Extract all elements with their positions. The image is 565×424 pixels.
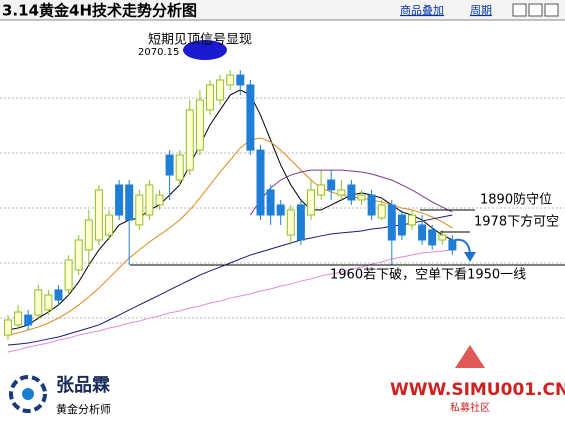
watermark: WWW.SIMU001.CN 私募社区 [390, 345, 565, 414]
candle-body [125, 184, 134, 221]
candle-body [54, 289, 63, 301]
candle-body [4, 319, 12, 336]
candle-body [24, 314, 33, 326]
nav-button[interactable] [528, 3, 543, 17]
candle-body [296, 204, 305, 241]
candle-body [377, 204, 386, 219]
ma-line [7, 214, 453, 346]
candle-body [175, 154, 184, 181]
logo: 张品霖 黄金分析师 [9, 375, 111, 416]
logo-name: 张品霖 [56, 375, 110, 396]
candle-body [256, 149, 265, 216]
candle-body [448, 239, 457, 251]
candle-body [135, 194, 144, 226]
candle-body [367, 194, 376, 216]
ma-line [7, 249, 453, 353]
annotation: 1890防守位 [480, 192, 552, 208]
candle-body [84, 219, 93, 251]
annotation: 2070.15 [138, 47, 179, 58]
top-bar [0, 0, 565, 20]
button[interactable]: 周期 [470, 4, 492, 17]
candle-body [34, 289, 43, 316]
plot [4, 70, 457, 353]
annotation: 1960若下破，空单下看1950一线 [330, 267, 526, 283]
nav-button[interactable] [544, 3, 559, 17]
candle-body [246, 84, 255, 151]
candle-body [438, 234, 447, 241]
candle-body [337, 189, 346, 196]
candle-body [286, 209, 295, 236]
ma-line [249, 169, 453, 216]
candle-body [145, 184, 154, 216]
candle-body [428, 229, 437, 246]
candle-body [206, 84, 214, 111]
nav-button[interactable] [512, 3, 527, 17]
candle-body [317, 184, 326, 196]
candle-body [165, 154, 174, 176]
nav-buttons [512, 3, 559, 17]
arrow-head [464, 252, 476, 262]
candle-body [387, 204, 396, 241]
logo-icon [9, 375, 47, 413]
watermark-label: 私募社区 [450, 401, 490, 414]
candle-body [226, 74, 235, 86]
candle-body [357, 194, 366, 201]
candle-body [64, 259, 73, 291]
candle-body [236, 74, 245, 86]
candle-body [94, 189, 103, 241]
candle-body [266, 189, 275, 216]
annotation: 1978下方可空 [474, 214, 559, 230]
annotation: 短期见顶信号显现 [148, 33, 252, 48]
button[interactable]: 商品叠加 [400, 3, 444, 17]
ma-line [7, 89, 453, 331]
candle-body [276, 204, 285, 216]
logo-subtitle: 黄金分析师 [56, 402, 111, 416]
candle-body [418, 224, 427, 241]
candle-body [44, 294, 53, 311]
title: 3.14黄金4H技术走势分析图 [2, 2, 197, 20]
candle-body [307, 189, 315, 216]
candle-body [327, 179, 336, 191]
candle-body [155, 194, 164, 206]
candle-body [115, 184, 124, 216]
candle-body [216, 79, 225, 101]
candle-body [347, 184, 356, 201]
watermark-site: WWW.SIMU001.CN [390, 380, 565, 400]
logo-icon [22, 388, 34, 400]
candle-body [195, 99, 204, 151]
candle-body [105, 214, 113, 236]
signal-marker [183, 40, 227, 60]
candle-body [14, 311, 23, 326]
candle-body [397, 214, 406, 236]
candle-body [408, 214, 416, 226]
candle-body [185, 109, 194, 171]
ma-line [7, 137, 453, 336]
watermark-icon [455, 345, 485, 368]
candle-body [74, 239, 83, 271]
